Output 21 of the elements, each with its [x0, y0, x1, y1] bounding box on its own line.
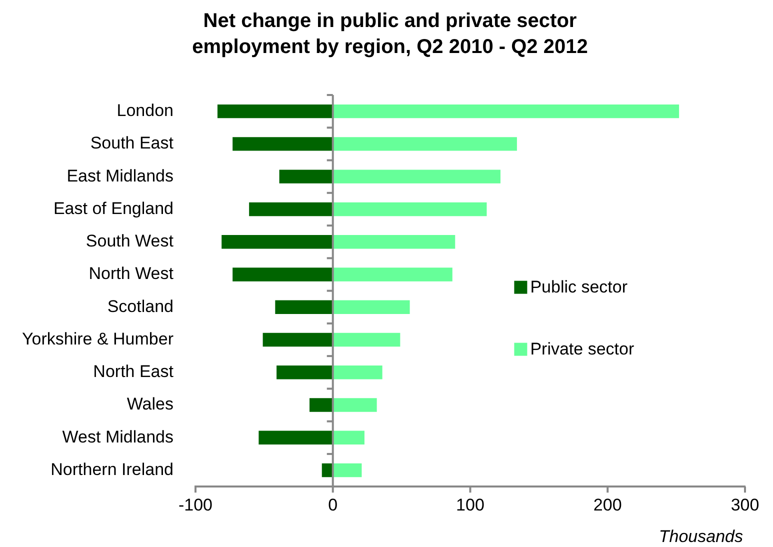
legend-label: Public sector — [530, 277, 628, 296]
y-tick-label: Wales — [126, 394, 174, 414]
y-tick-label: Northern Ireland — [50, 460, 174, 479]
legend-label: Private sector — [530, 339, 634, 358]
y-tick-label: North West — [88, 264, 174, 284]
y-tick-label: Scotland — [107, 296, 174, 316]
y-tick-label: South West — [86, 232, 174, 251]
text: Thousands — [658, 527, 744, 546]
chart-title: Net change in public and private sector employment by region, Q2 2010 - Q2 2012 — [191, 9, 589, 60]
y-tick-label: East Midlands — [66, 166, 174, 186]
y-tick-label: North East — [93, 362, 174, 382]
x-tick-label: -100 — [178, 495, 213, 514]
y-tick-label: South East — [90, 134, 174, 153]
x-tick-label: 0 — [328, 495, 338, 514]
y-tick-label: Yorkshire & Humber — [22, 329, 174, 348]
y-tick-label: East of England — [53, 198, 174, 218]
y-tick-label: West Midlands — [62, 427, 174, 446]
x-tick-label: 200 — [593, 495, 622, 514]
x-tick-label: 300 — [730, 495, 760, 514]
y-tick-label: London — [116, 101, 174, 120]
x-tick-label: 100 — [456, 495, 484, 514]
